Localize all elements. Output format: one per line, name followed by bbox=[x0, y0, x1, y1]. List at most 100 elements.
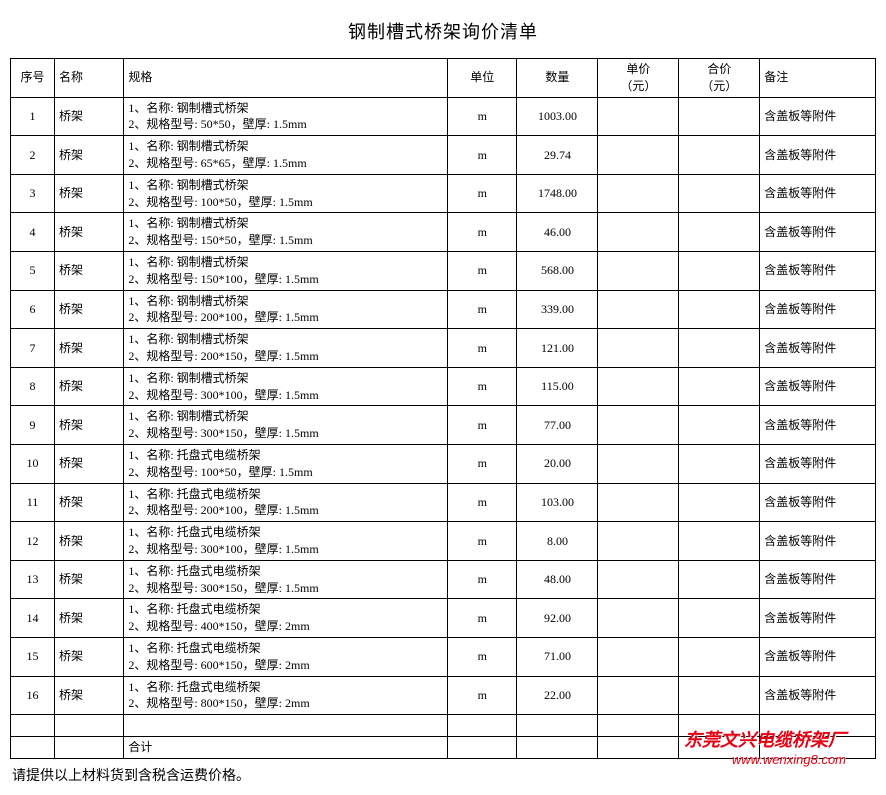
cell-spec: 1、名称: 托盘式电缆桥架2、规格型号: 100*50，壁厚: 1.5mm bbox=[124, 444, 448, 483]
cell-total bbox=[679, 444, 760, 483]
cell-name: 桥架 bbox=[54, 444, 123, 483]
spec-line-2: 2、规格型号: 100*50，壁厚: 1.5mm bbox=[128, 464, 443, 481]
col-header-note: 备注 bbox=[760, 59, 876, 98]
cell-total bbox=[679, 406, 760, 445]
cell-unit: m bbox=[448, 290, 517, 329]
cell-total bbox=[679, 483, 760, 522]
cell-price bbox=[598, 599, 679, 638]
cell-seq: 6 bbox=[11, 290, 55, 329]
cell-name: 桥架 bbox=[54, 676, 123, 715]
spec-line-1: 1、名称: 托盘式电缆桥架 bbox=[128, 563, 443, 580]
cell-spec-sum: 合计 bbox=[124, 737, 448, 759]
spec-line-1: 1、名称: 钢制槽式桥架 bbox=[128, 100, 443, 117]
table-row: 2桥架1、名称: 钢制槽式桥架2、规格型号: 65*65，壁厚: 1.5mmm2… bbox=[11, 136, 876, 175]
cell-total bbox=[679, 251, 760, 290]
footer-note: 请提供以上材料货到含税含运费价格。 bbox=[10, 759, 876, 785]
cell-qty: 115.00 bbox=[517, 367, 598, 406]
cell-price bbox=[598, 444, 679, 483]
table-row: 11桥架1、名称: 托盘式电缆桥架2、规格型号: 200*100，壁厚: 1.5… bbox=[11, 483, 876, 522]
cell-unit: m bbox=[448, 97, 517, 136]
cell-seq: 15 bbox=[11, 637, 55, 676]
spec-line-2: 2、规格型号: 150*50，壁厚: 1.5mm bbox=[128, 232, 443, 249]
cell-qty: 92.00 bbox=[517, 599, 598, 638]
cell-note: 含盖板等附件 bbox=[760, 522, 876, 561]
cell-note: 含盖板等附件 bbox=[760, 406, 876, 445]
cell-spec: 1、名称: 钢制槽式桥架2、规格型号: 300*100，壁厚: 1.5mm bbox=[124, 367, 448, 406]
table-row: 16桥架 1、名称: 托盘式电缆桥架2、规格型号: 800*150，壁厚: 2mm… bbox=[11, 676, 876, 715]
spec-line-2: 2、规格型号: 200*100，壁厚: 1.5mm bbox=[128, 309, 443, 326]
cell-note: 含盖板等附件 bbox=[760, 329, 876, 368]
table-row: 14桥架1、名称: 托盘式电缆桥架2、规格型号: 400*150，壁厚: 2mm… bbox=[11, 599, 876, 638]
cell-qty: 568.00 bbox=[517, 251, 598, 290]
table-row: 9桥架1、名称: 钢制槽式桥架2、规格型号: 300*150，壁厚: 1.5mm… bbox=[11, 406, 876, 445]
cell-qty: 22.00 bbox=[517, 676, 598, 715]
cell-price bbox=[598, 522, 679, 561]
cell-price bbox=[598, 97, 679, 136]
cell-seq: 11 bbox=[11, 483, 55, 522]
cell-note: 含盖板等附件 bbox=[760, 444, 876, 483]
col-header-qty: 数量 bbox=[517, 59, 598, 98]
cell-note: 含盖板等附件 bbox=[760, 290, 876, 329]
cell-total bbox=[679, 637, 760, 676]
cell-qty: 103.00 bbox=[517, 483, 598, 522]
cell-seq-sum bbox=[11, 737, 55, 759]
cell-total bbox=[679, 367, 760, 406]
cell-seq: 2 bbox=[11, 136, 55, 175]
cell-seq: 16 bbox=[11, 676, 55, 715]
cell-unit: m bbox=[448, 329, 517, 368]
table-blank-row bbox=[11, 715, 876, 737]
cell-unit: m bbox=[448, 560, 517, 599]
cell-qty: 339.00 bbox=[517, 290, 598, 329]
cell-spec: 1、名称: 托盘式电缆桥架2、规格型号: 400*150，壁厚: 2mm bbox=[124, 599, 448, 638]
cell-spec: 1、名称: 钢制槽式桥架2、规格型号: 100*50，壁厚: 1.5mm bbox=[124, 174, 448, 213]
spec-line-2: 2、规格型号: 300*100，壁厚: 1.5mm bbox=[128, 541, 443, 558]
cell-note: 含盖板等附件 bbox=[760, 213, 876, 252]
table-row: 7桥架1、名称: 钢制槽式桥架2、规格型号: 200*150，壁厚: 1.5mm… bbox=[11, 329, 876, 368]
spec-line-1: 1、名称: 托盘式电缆桥架 bbox=[128, 524, 443, 541]
spec-line-1: 1、名称: 托盘式电缆桥架 bbox=[128, 640, 443, 657]
cell-name: 桥架 bbox=[54, 251, 123, 290]
spec-line-2: 2、规格型号: 400*150，壁厚: 2mm bbox=[128, 618, 443, 635]
spec-line-1: 1、名称: 钢制槽式桥架 bbox=[128, 408, 443, 425]
cell-unit: m bbox=[448, 213, 517, 252]
cell-spec: 1、名称: 托盘式电缆桥架2、规格型号: 200*100，壁厚: 1.5mm bbox=[124, 483, 448, 522]
cell-total bbox=[679, 97, 760, 136]
cell-spec: 1、名称: 钢制槽式桥架2、规格型号: 150*100，壁厚: 1.5mm bbox=[124, 251, 448, 290]
spec-line-1: 1、名称: 钢制槽式桥架 bbox=[128, 370, 443, 387]
spec-line-2: 2、规格型号: 800*150，壁厚: 2mm bbox=[128, 695, 443, 712]
cell-name: 桥架 bbox=[54, 329, 123, 368]
cell-price bbox=[598, 676, 679, 715]
spec-line-2: 2、规格型号: 65*65，壁厚: 1.5mm bbox=[128, 155, 443, 172]
cell-note: 含盖板等附件 bbox=[760, 136, 876, 175]
cell-price-blank bbox=[598, 715, 679, 737]
cell-price bbox=[598, 174, 679, 213]
cell-price bbox=[598, 367, 679, 406]
cell-price bbox=[598, 251, 679, 290]
cell-seq: 9 bbox=[11, 406, 55, 445]
cell-qty: 8.00 bbox=[517, 522, 598, 561]
cell-qty: 121.00 bbox=[517, 329, 598, 368]
spec-line-1: 1、名称: 托盘式电缆桥架 bbox=[128, 679, 443, 696]
cell-name-sum bbox=[54, 737, 123, 759]
cell-note-blank bbox=[760, 715, 876, 737]
spec-line-1: 1、名称: 托盘式电缆桥架 bbox=[128, 447, 443, 464]
spec-line-2: 2、规格型号: 200*100，壁厚: 1.5mm bbox=[128, 502, 443, 519]
cell-total bbox=[679, 329, 760, 368]
table-row: 8桥架1、名称: 钢制槽式桥架2、规格型号: 300*100，壁厚: 1.5mm… bbox=[11, 367, 876, 406]
cell-price bbox=[598, 213, 679, 252]
cell-seq: 5 bbox=[11, 251, 55, 290]
table-row: 5桥架1、名称: 钢制槽式桥架2、规格型号: 150*100，壁厚: 1.5mm… bbox=[11, 251, 876, 290]
cell-qty: 46.00 bbox=[517, 213, 598, 252]
table-row: 4桥架1、名称: 钢制槽式桥架2、规格型号: 150*50，壁厚: 1.5mmm… bbox=[11, 213, 876, 252]
spec-line-1: 1、名称: 钢制槽式桥架 bbox=[128, 254, 443, 271]
spec-line-2: 2、规格型号: 100*50，壁厚: 1.5mm bbox=[128, 194, 443, 211]
cell-total bbox=[679, 290, 760, 329]
table-header-row: 序号 名称 规格 单位 数量 单价（元） 合价（元） 备注 bbox=[11, 59, 876, 98]
cell-total bbox=[679, 676, 760, 715]
cell-seq: 8 bbox=[11, 367, 55, 406]
cell-total bbox=[679, 174, 760, 213]
quotation-table: 序号 名称 规格 单位 数量 单价（元） 合价（元） 备注 1桥架1、名称: 钢… bbox=[10, 58, 876, 759]
cell-unit: m bbox=[448, 522, 517, 561]
cell-seq: 13 bbox=[11, 560, 55, 599]
spec-line-1: 1、名称: 钢制槽式桥架 bbox=[128, 177, 443, 194]
